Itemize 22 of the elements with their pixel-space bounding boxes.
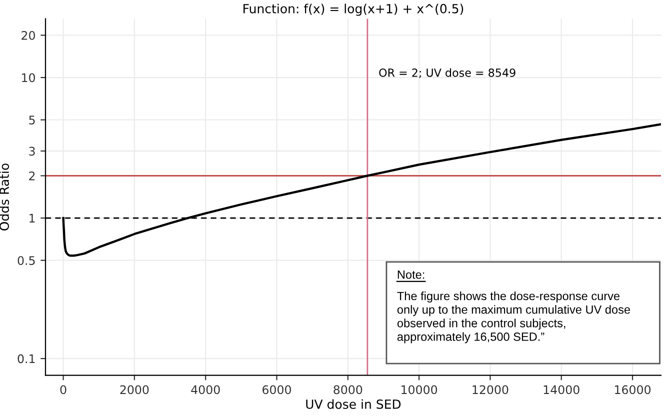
annotation: The figure shows the dose-response curve only up to the maximum cumulative UV dose observed in the control subjects, approximately 16,500 SED.”	[397, 292, 630, 344]
y-tick-label: 1	[30, 214, 35, 223]
ref-line-label: OR = 2; UV dose = 8549	[379, 68, 516, 78]
annotation: Note:	[398, 270, 424, 279]
x-tick-label: 14000	[544, 385, 580, 394]
x-tick-label: 8000	[334, 385, 362, 394]
x-tick-label: 0	[60, 385, 66, 394]
y-tick-label: 10	[22, 73, 35, 82]
x-tick-label: 6000	[262, 385, 291, 394]
y-tick-label: 0.1	[18, 354, 35, 364]
y-tick-label: 0.5	[18, 256, 35, 265]
y-tick-label: 3	[29, 146, 35, 156]
x-tick-label: 12000	[472, 385, 508, 394]
x-tick-label: 10000	[402, 385, 438, 394]
x-tick-label: 16000	[615, 385, 651, 394]
x-tick-label: 4000	[191, 385, 220, 394]
y-tick-label: 20	[22, 30, 35, 40]
y-tick-label: 2	[29, 171, 35, 180]
y-tick-label: 5	[29, 116, 35, 124]
x-tick-label: 2000	[120, 385, 149, 394]
chart-title: Function: f(x) = log(x+1) + x^(0.5)	[244, 4, 464, 16]
x-axis-title: UV dose in SED	[306, 399, 401, 409]
